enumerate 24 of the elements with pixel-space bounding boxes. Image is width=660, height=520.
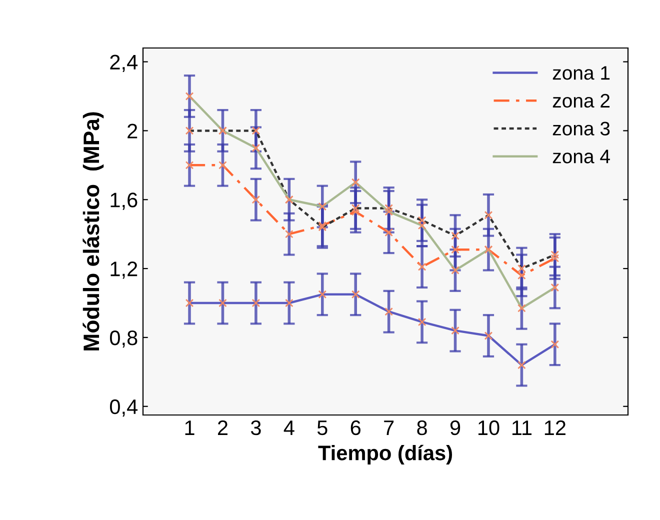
- y-tick-label: 2: [128, 124, 138, 138]
- legend-label: zona 2: [552, 94, 610, 108]
- legend-label: zona 3: [552, 122, 610, 136]
- legend-label: zona 1: [552, 66, 610, 80]
- y-tick-label: 2,4: [110, 54, 138, 72]
- x-tick-label: 8: [417, 420, 427, 436]
- x-tick-label: 11: [512, 420, 532, 435]
- x-tick-label: 3: [250, 420, 261, 436]
- x-tick-label: 2: [218, 420, 228, 435]
- y-tick-label: 1,2: [110, 262, 138, 279]
- x-tick-label: 7: [384, 420, 394, 435]
- y-tick-label: 1,6: [110, 192, 138, 210]
- x-tick-label: 12: [544, 420, 566, 435]
- y-axis-title: Módulo elástico (MPa): [82, 112, 104, 350]
- x-tick-label: 1: [185, 420, 194, 435]
- x-tick-label: 10: [478, 420, 500, 436]
- x-tick-label: 9: [450, 420, 460, 436]
- legend-label: zona 4: [552, 150, 610, 164]
- y-tick-label: 0,4: [110, 399, 138, 417]
- y-tick-label: 0,8: [110, 330, 138, 348]
- x-tick-label: 6: [350, 420, 360, 436]
- x-axis-title: Tiempo (días): [318, 444, 452, 464]
- x-tick-label: 5: [317, 420, 328, 436]
- x-tick-label: 4: [284, 420, 294, 435]
